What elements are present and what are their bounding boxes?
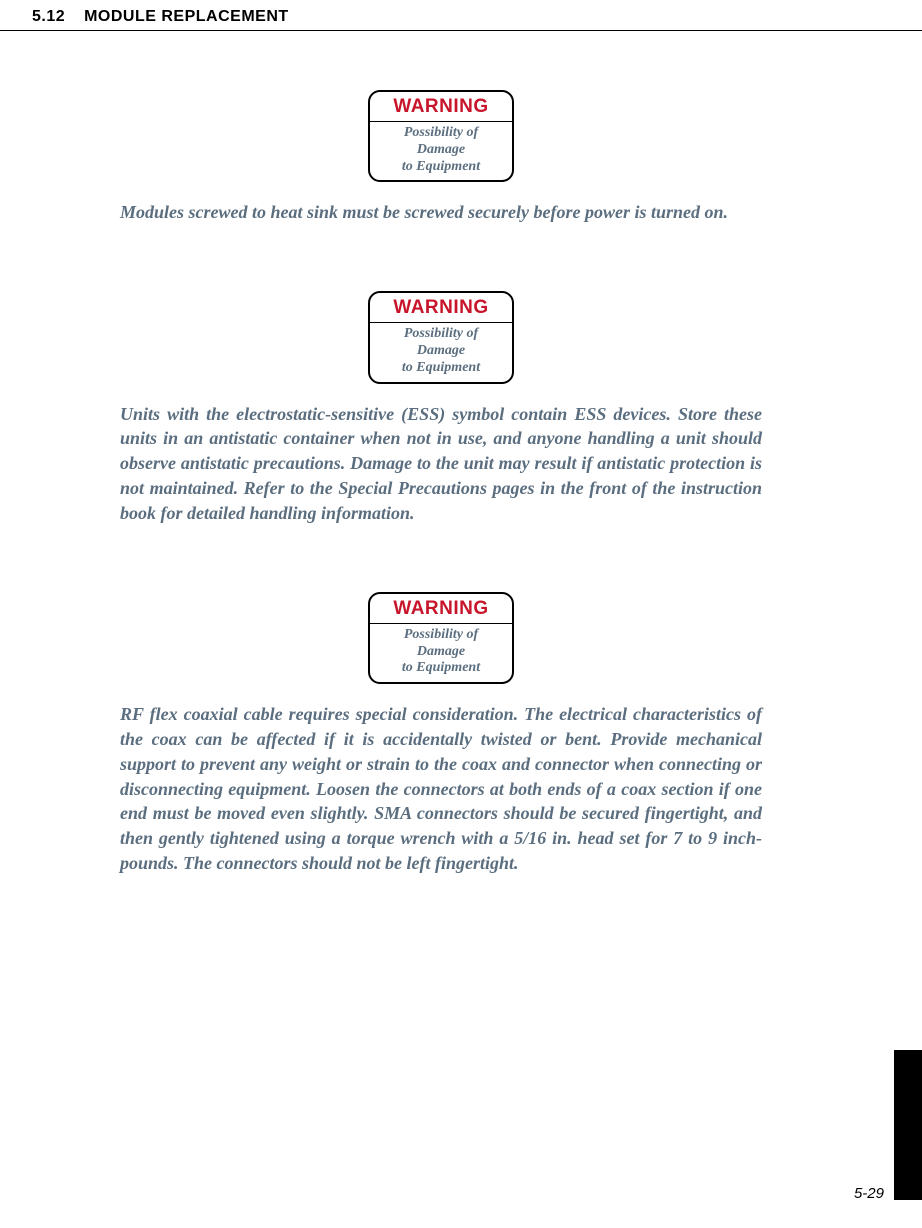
warning-line: Damage: [417, 142, 465, 157]
warning-line: Possibility of: [404, 125, 478, 140]
content-area: WARNING Possibility of Damage to Equipme…: [120, 90, 762, 876]
warning-line: Possibility of: [404, 326, 478, 341]
warning-body: Possibility of Damage to Equipment: [370, 323, 512, 381]
page: 5.12 MODULE REPLACEMENT WARNING Possibil…: [0, 0, 922, 1228]
paragraph-2: Units with the electrostatic-sensitive (…: [120, 402, 762, 526]
warning-title: WARNING: [370, 594, 512, 624]
warning-line: Damage: [417, 644, 465, 659]
warning-line: Damage: [417, 343, 465, 358]
warning-title: WARNING: [370, 293, 512, 323]
warning-body: Possibility of Damage to Equipment: [370, 624, 512, 682]
paragraph-1: Modules screwed to heat sink must be scr…: [120, 200, 762, 225]
paragraph-3: RF flex coaxial cable requires special c…: [120, 702, 762, 876]
warning-body: Possibility of Damage to Equipment: [370, 122, 512, 180]
section-number: 5.12: [32, 8, 65, 25]
warning-title: WARNING: [370, 92, 512, 122]
side-tab: [894, 1050, 922, 1200]
warning-line: to Equipment: [402, 159, 480, 174]
warning-box-1: WARNING Possibility of Damage to Equipme…: [368, 90, 514, 182]
warning-line: Possibility of: [404, 627, 478, 642]
section-title: MODULE REPLACEMENT: [84, 8, 289, 25]
header-rule: [0, 30, 922, 31]
page-number: 5-29: [854, 1185, 884, 1202]
page-header: 5.12 MODULE REPLACEMENT: [32, 8, 289, 26]
warning-line: to Equipment: [402, 660, 480, 675]
warning-box-2: WARNING Possibility of Damage to Equipme…: [368, 291, 514, 383]
warning-line: to Equipment: [402, 360, 480, 375]
warning-box-3: WARNING Possibility of Damage to Equipme…: [368, 592, 514, 684]
